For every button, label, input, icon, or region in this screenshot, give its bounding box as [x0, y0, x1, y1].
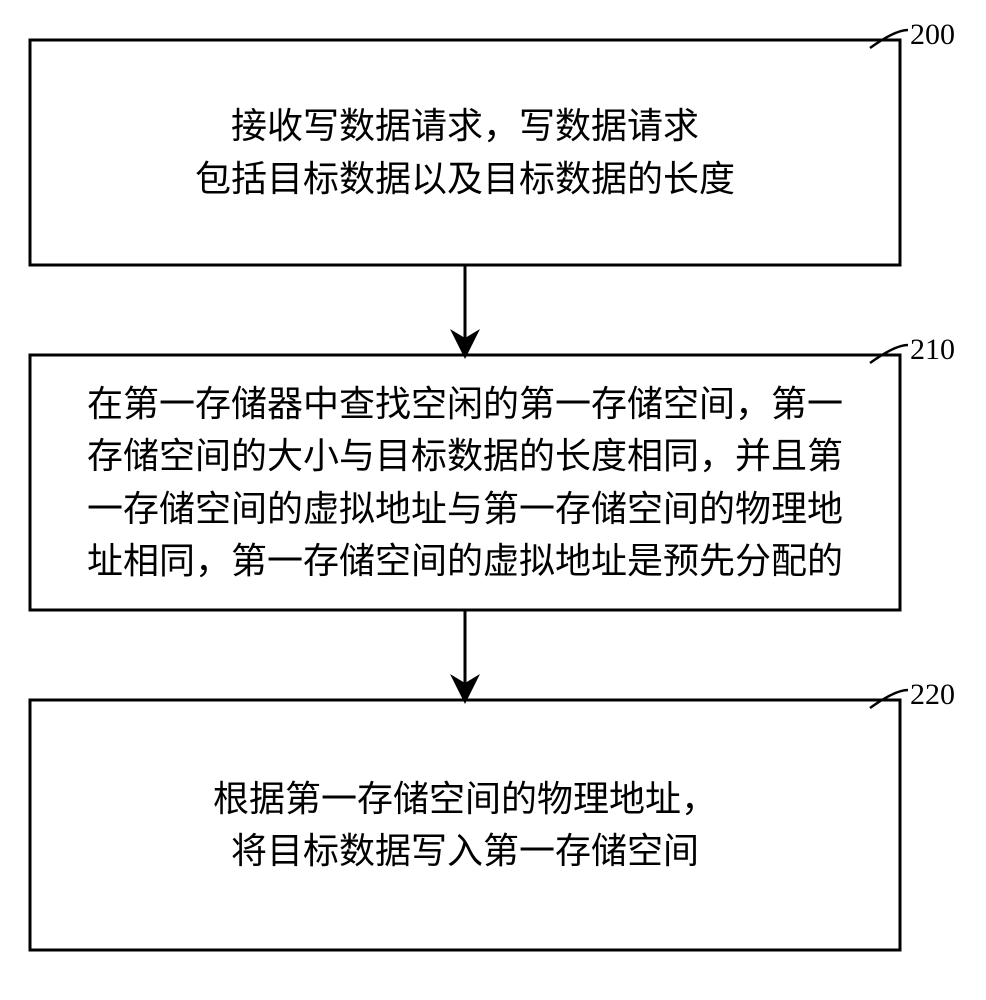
- flowchart-node-200: 接收写数据请求，写数据请求 包括目标数据以及目标数据的长度: [30, 40, 900, 265]
- node-200-text: 接收写数据请求，写数据请求 包括目标数据以及目标数据的长度: [195, 100, 735, 204]
- node-200-label: 200: [910, 18, 955, 52]
- node-220-label: 220: [910, 678, 955, 712]
- flowchart-node-210: 在第一存储器中查找空闲的第一存储空间，第一 存储空间的大小与目标数据的长度相同，…: [30, 355, 900, 610]
- flowchart-node-220: 根据第一存储空间的物理地址， 将目标数据写入第一存储空间: [30, 700, 900, 950]
- node-220-text: 根据第一存储空间的物理地址， 将目标数据写入第一存储空间: [213, 773, 717, 877]
- node-210-label: 210: [910, 333, 955, 367]
- node-210-text: 在第一存储器中查找空闲的第一存储空间，第一 存储空间的大小与目标数据的长度相同，…: [87, 378, 843, 587]
- flowchart-canvas: 接收写数据请求，写数据请求 包括目标数据以及目标数据的长度 200 在第一存储器…: [0, 0, 986, 1000]
